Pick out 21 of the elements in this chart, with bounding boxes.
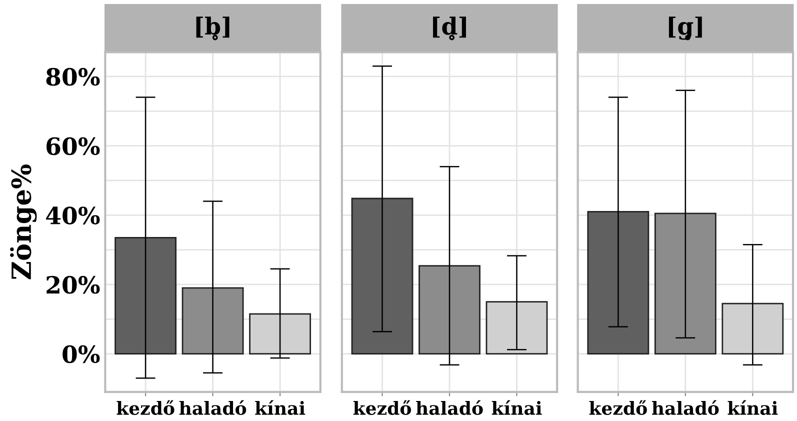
y-tick-label: 80%: [46, 68, 100, 86]
x-tick-label: haladó: [652, 400, 719, 415]
y-tick-label: 20%: [46, 276, 100, 294]
chart-title: [b̥]: [196, 16, 230, 40]
chart-title: [g̥]: [668, 16, 702, 40]
x-tick-label: kezdő: [353, 400, 411, 415]
x-tick-label: kínai: [728, 400, 778, 415]
x-tick-label: kezdő: [116, 400, 174, 415]
x-tick-label: haladó: [416, 400, 483, 415]
x-tick-label: kínai: [255, 400, 306, 415]
bar: [249, 313, 311, 355]
y-tick-label: 0%: [62, 345, 100, 364]
x-tick-label: kínai: [492, 400, 542, 415]
y-tick-label: 60%: [46, 137, 100, 156]
chart-title: [d̥]: [433, 16, 466, 40]
y-tick-label: 40%: [46, 206, 100, 224]
bar: [114, 236, 177, 355]
y-axis-title: Zönge%: [10, 164, 37, 280]
x-tick-label: kezdő: [589, 400, 647, 415]
bar: [182, 287, 244, 355]
x-tick-label: haladó: [179, 400, 246, 415]
